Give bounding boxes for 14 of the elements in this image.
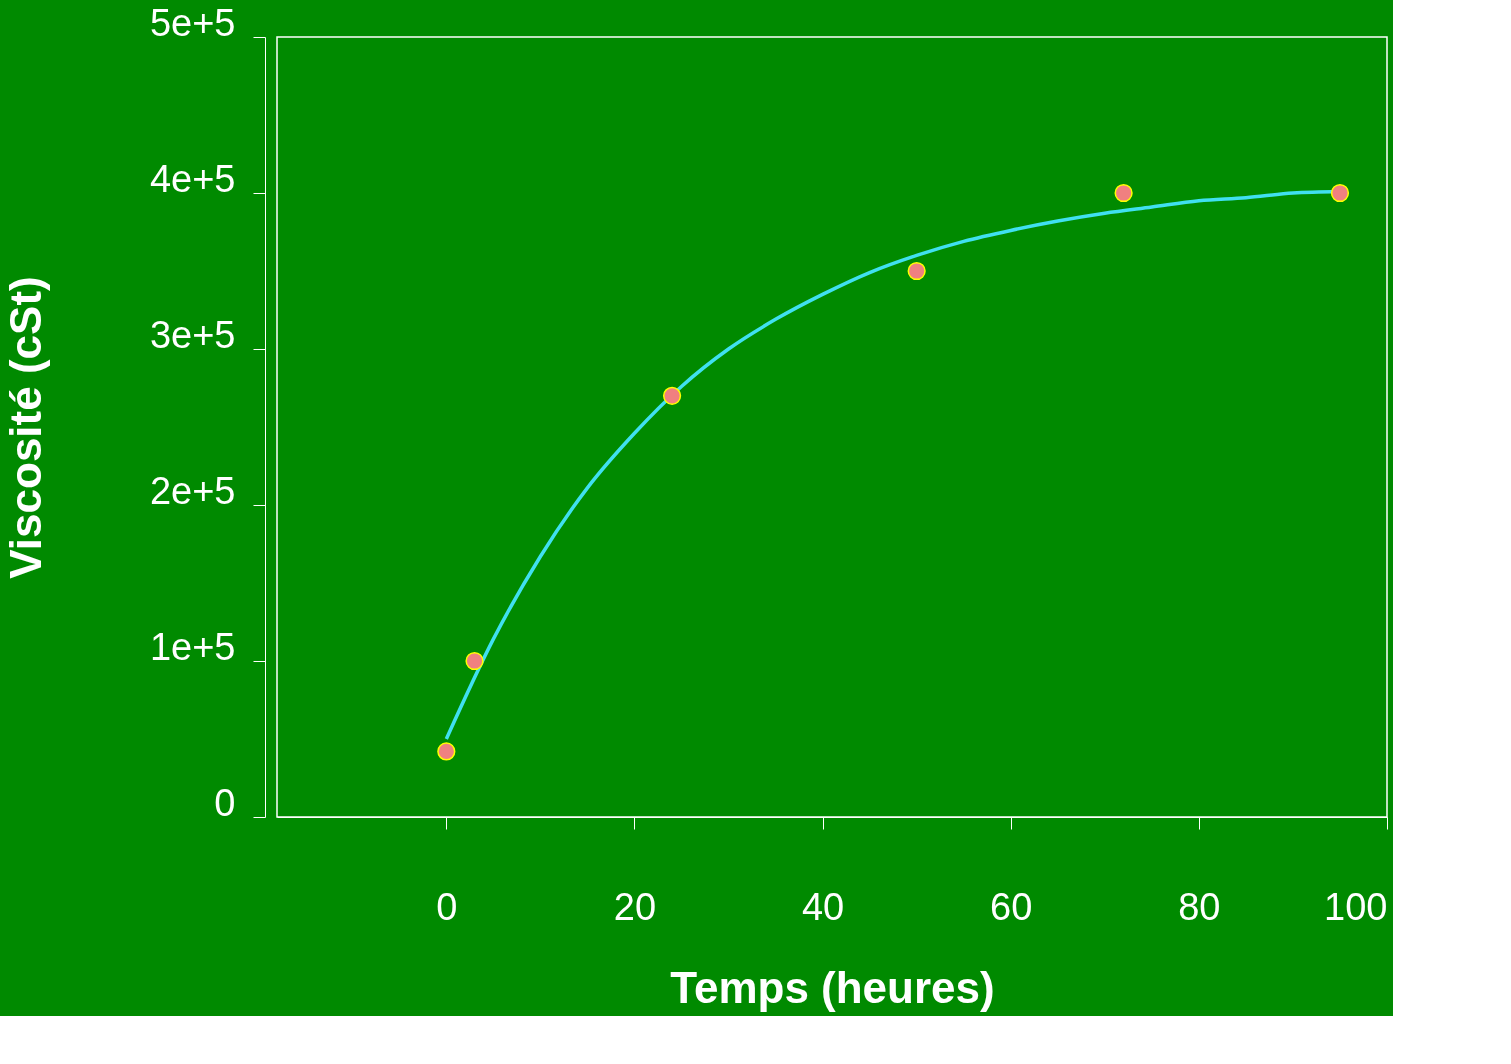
x-tick-label: 0 [436, 885, 458, 928]
y-tick-label: 5e+5 [149, 1, 236, 44]
x-tick-label: 20 [613, 885, 657, 928]
y-tick-label: 4e+5 [149, 157, 236, 200]
x-tick-label: 100 [1324, 885, 1388, 928]
y-tick-label: 2e+5 [149, 469, 236, 512]
x-tick-label: 40 [801, 885, 845, 928]
y-tick-label: 3e+5 [149, 313, 236, 356]
y-tick-label: 1e+5 [149, 625, 236, 668]
x-axis-title: Temps (heures) [670, 962, 995, 1012]
y-tick-label: 0 [214, 781, 236, 824]
x-tick-label: 60 [990, 885, 1033, 928]
x-tick-label: 80 [1178, 885, 1221, 928]
y-axis-title: Viscosité (cSt) [0, 276, 50, 579]
